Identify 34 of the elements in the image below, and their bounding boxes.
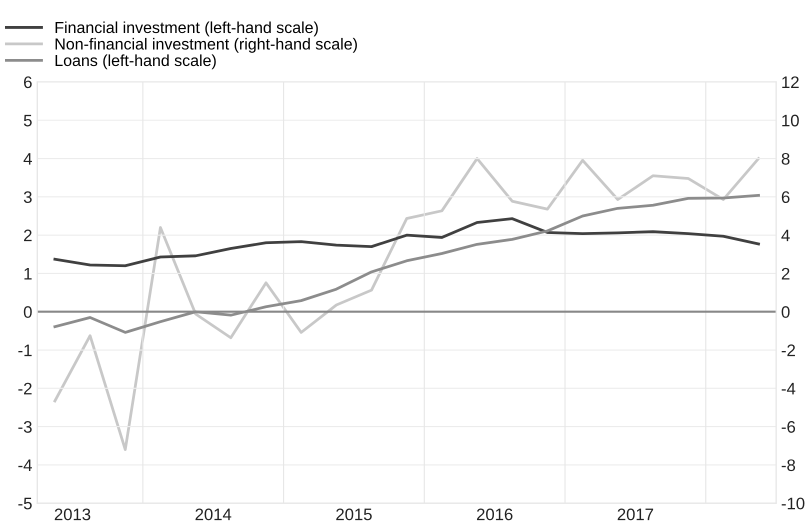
y2-tick-label: -10 (782, 498, 804, 510)
legend-label: Non-financial investment (right-hand scale) (56, 38, 357, 53)
y-tick-label: 2 (24, 230, 32, 242)
y-tick-label: -2 (18, 382, 32, 394)
y-tick-label: 5 (24, 114, 32, 126)
y-tick-label: 1 (24, 268, 32, 280)
y-tick-label: -1 (18, 344, 32, 356)
legend-label: Loans (left-hand scale) (56, 54, 216, 70)
x-tick-label: 2015 (336, 508, 372, 520)
line-series (54, 217, 760, 268)
y-tick-label: -4 (18, 459, 32, 471)
y-tick-label: 6 (24, 76, 32, 88)
y2-tick-label: 4 (781, 230, 790, 242)
y2-tick-label: -8 (782, 459, 796, 472)
x-tick-label: 2013 (54, 508, 90, 520)
y2-tick-label: 2 (782, 268, 790, 280)
x-tick-label: 2017 (618, 508, 654, 520)
y2-tick-label: -4 (782, 382, 796, 394)
y2-tick-label: 0 (782, 306, 790, 318)
y-tick-label: 0 (24, 306, 32, 318)
y2-tick-label: 8 (782, 152, 790, 165)
x-tick-label: 2014 (196, 508, 232, 520)
legend-label: Financial investment (left-hand scale) (56, 21, 318, 36)
y2-tick-label: -2 (782, 344, 795, 356)
y-tick-label: 4 (24, 153, 32, 165)
y-tick-label: -5 (18, 498, 32, 510)
y-tick-label: -3 (18, 421, 32, 433)
y2-tick-label: 6 (782, 191, 790, 204)
y2-tick-label: 10 (782, 114, 799, 126)
y2-tick-label: -6 (782, 421, 796, 433)
line-series (54, 157, 760, 451)
y2-tick-label: 12 (782, 76, 799, 88)
y-tick-label: 3 (24, 191, 32, 204)
x-tick-label: 2016 (476, 508, 512, 520)
